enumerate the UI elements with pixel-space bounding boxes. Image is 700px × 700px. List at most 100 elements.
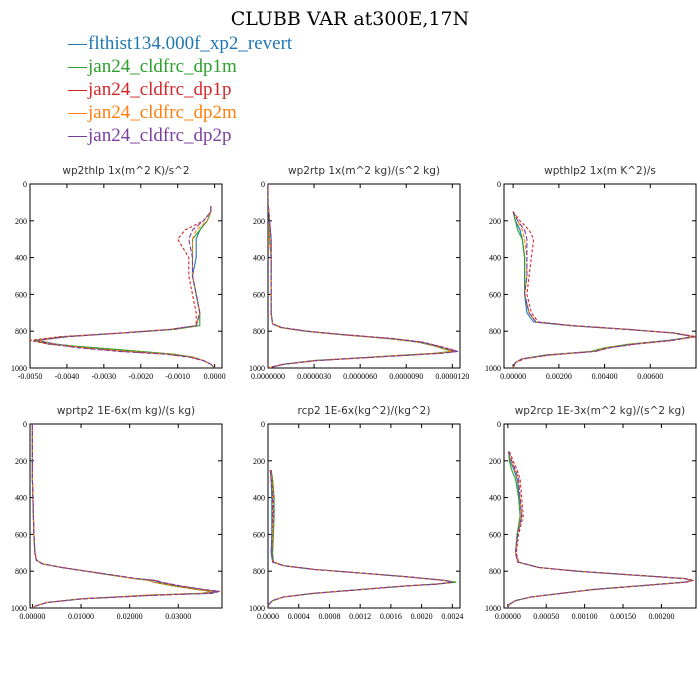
x-tick-label: 0.00150 <box>610 612 636 621</box>
series-line <box>512 211 694 368</box>
y-tick-label: 200 <box>489 457 501 466</box>
x-tick-label: -0.0030 <box>92 372 117 381</box>
x-tick-label: 0.0008 <box>318 612 340 621</box>
chart-panel: wp2thlp 1x(m^2 K)/s^202004006008001000-0… <box>11 165 226 381</box>
chart-panel: wprtp2 1E-6x(m kg)/(s kg) 0 200 400 600 800 10… <box>11 405 223 621</box>
y-tick-label: 200 <box>253 217 265 226</box>
y-tick-label: 200 <box>15 217 27 226</box>
chart-panel: rcp2 1E-6x(kg^2)/(kg^2) 0 200 400 600 800 1000… <box>249 405 463 621</box>
x-tick-label: 0.0000060 <box>343 372 377 381</box>
panel-title: wp2rtp 1x(m^2 kg)/(s^2 kg) <box>288 165 440 177</box>
legend-label: jan24_cldfrc_dp1p <box>88 79 232 100</box>
legend-label: jan24_cldfrc_dp1m <box>88 56 237 77</box>
chart-panel: wp2rtp 1x(m^2 kg)/(s^2 kg) 0 200 400 600 800 1… <box>249 165 469 381</box>
y-tick-label: 800 <box>489 327 501 336</box>
y-tick-label: 800 <box>253 567 265 576</box>
series-line <box>268 469 453 608</box>
series-line <box>268 184 458 368</box>
series-line <box>30 206 215 368</box>
plot-frame <box>267 423 461 609</box>
series-line <box>268 469 453 608</box>
y-tick-label: 200 <box>15 457 27 466</box>
x-tick-label: -0.0020 <box>128 372 153 381</box>
series-line <box>31 424 213 608</box>
x-tick-label: 0.00200 <box>546 372 572 381</box>
plot-frame <box>267 183 461 369</box>
y-tick-label: 400 <box>489 254 501 263</box>
series-line <box>507 451 693 608</box>
x-tick-label: 0.00600 <box>637 372 663 381</box>
x-tick-label: 0.00000 <box>495 612 521 621</box>
y-tick-label: 600 <box>15 290 27 299</box>
legend-item: flthist134.000f_xp2_revert <box>68 32 292 55</box>
plot-frame <box>29 183 223 369</box>
y-tick-label: 0 <box>261 180 265 189</box>
x-tick-label: 0.00200 <box>648 612 674 621</box>
x-tick-label: 0.00400 <box>592 372 618 381</box>
x-tick-label: 0.00050 <box>533 612 559 621</box>
legend-item: jan24_cldfrc_dp1p <box>68 78 292 101</box>
x-tick-label: 0.0000 <box>257 612 279 621</box>
y-tick-label: 600 <box>489 290 501 299</box>
y-tick-label: 1000 <box>249 604 265 613</box>
series-line <box>31 424 218 608</box>
x-tick-label: 0.0000030 <box>297 372 331 381</box>
panel-title: wprtp2 1E-6x(m kg)/(s kg) <box>57 405 195 417</box>
series-line <box>31 424 213 608</box>
chart-panel: wpthlp2 1x(m K^2)/s020040060080010000.00… <box>485 165 697 381</box>
series-line <box>507 451 693 608</box>
y-tick-label: 200 <box>489 217 501 226</box>
y-tick-label: 800 <box>15 567 27 576</box>
y-tick-label: 800 <box>15 327 27 336</box>
y-tick-label: 0 <box>497 420 501 429</box>
series-line <box>268 184 459 368</box>
panel-title: wp2thlp 1x(m^2 K)/s^2 <box>62 165 189 177</box>
series-line <box>507 451 693 608</box>
x-tick-label: 0.0012 <box>349 612 371 621</box>
series-line <box>268 469 453 608</box>
chart-panel: wp2rcp 1E-3x(m^2 kg)/(s^2 kg) 0 200 400 600 8… <box>485 405 697 621</box>
x-tick-label: 0.0000120 <box>435 372 469 381</box>
y-tick-label: 600 <box>253 530 265 539</box>
x-tick-label: 0.0000000 <box>251 372 285 381</box>
x-tick-label: 0.0016 <box>380 612 402 621</box>
legend-label: jan24_cldfrc_dp2m <box>88 102 237 123</box>
y-tick-label: 200 <box>253 457 265 466</box>
series-line <box>268 469 453 608</box>
plot-frame <box>503 423 697 609</box>
y-tick-label: 1000 <box>485 364 501 373</box>
y-tick-label: 1000 <box>485 604 501 613</box>
y-tick-label: 0 <box>497 180 501 189</box>
series-line <box>31 424 220 608</box>
y-tick-label: 400 <box>489 494 501 503</box>
page-title: CLUBB VAR at300E,17N <box>230 8 470 30</box>
x-tick-label: 0.0000 <box>204 372 226 381</box>
series-line <box>268 184 453 368</box>
x-tick-label: 0.03000 <box>165 612 191 621</box>
series-line <box>33 206 215 368</box>
y-tick-label: 600 <box>253 290 265 299</box>
legend-label: flthist134.000f_xp2_revert <box>88 33 293 54</box>
y-tick-label: 800 <box>489 567 501 576</box>
series-line <box>512 211 694 368</box>
series-line <box>512 211 696 368</box>
series-line <box>268 469 457 608</box>
y-tick-label: 800 <box>253 327 265 336</box>
series-line <box>31 424 220 608</box>
x-tick-label: 0.0024 <box>441 612 463 621</box>
x-tick-label: 0.00100 <box>572 612 598 621</box>
x-tick-label: 0.0000090 <box>389 372 423 381</box>
y-tick-label: 1000 <box>11 604 27 613</box>
series-line <box>512 211 694 368</box>
y-tick-label: 400 <box>15 494 27 503</box>
y-tick-label: 0 <box>261 420 265 429</box>
y-tick-label: 600 <box>489 530 501 539</box>
y-tick-label: 400 <box>253 494 265 503</box>
y-tick-label: 400 <box>15 254 27 263</box>
x-tick-label: 0.00000 <box>500 372 526 381</box>
x-tick-label: 0.0020 <box>411 612 433 621</box>
y-tick-label: 0 <box>23 180 27 189</box>
series-line <box>507 451 693 608</box>
plot-frame <box>29 423 223 609</box>
